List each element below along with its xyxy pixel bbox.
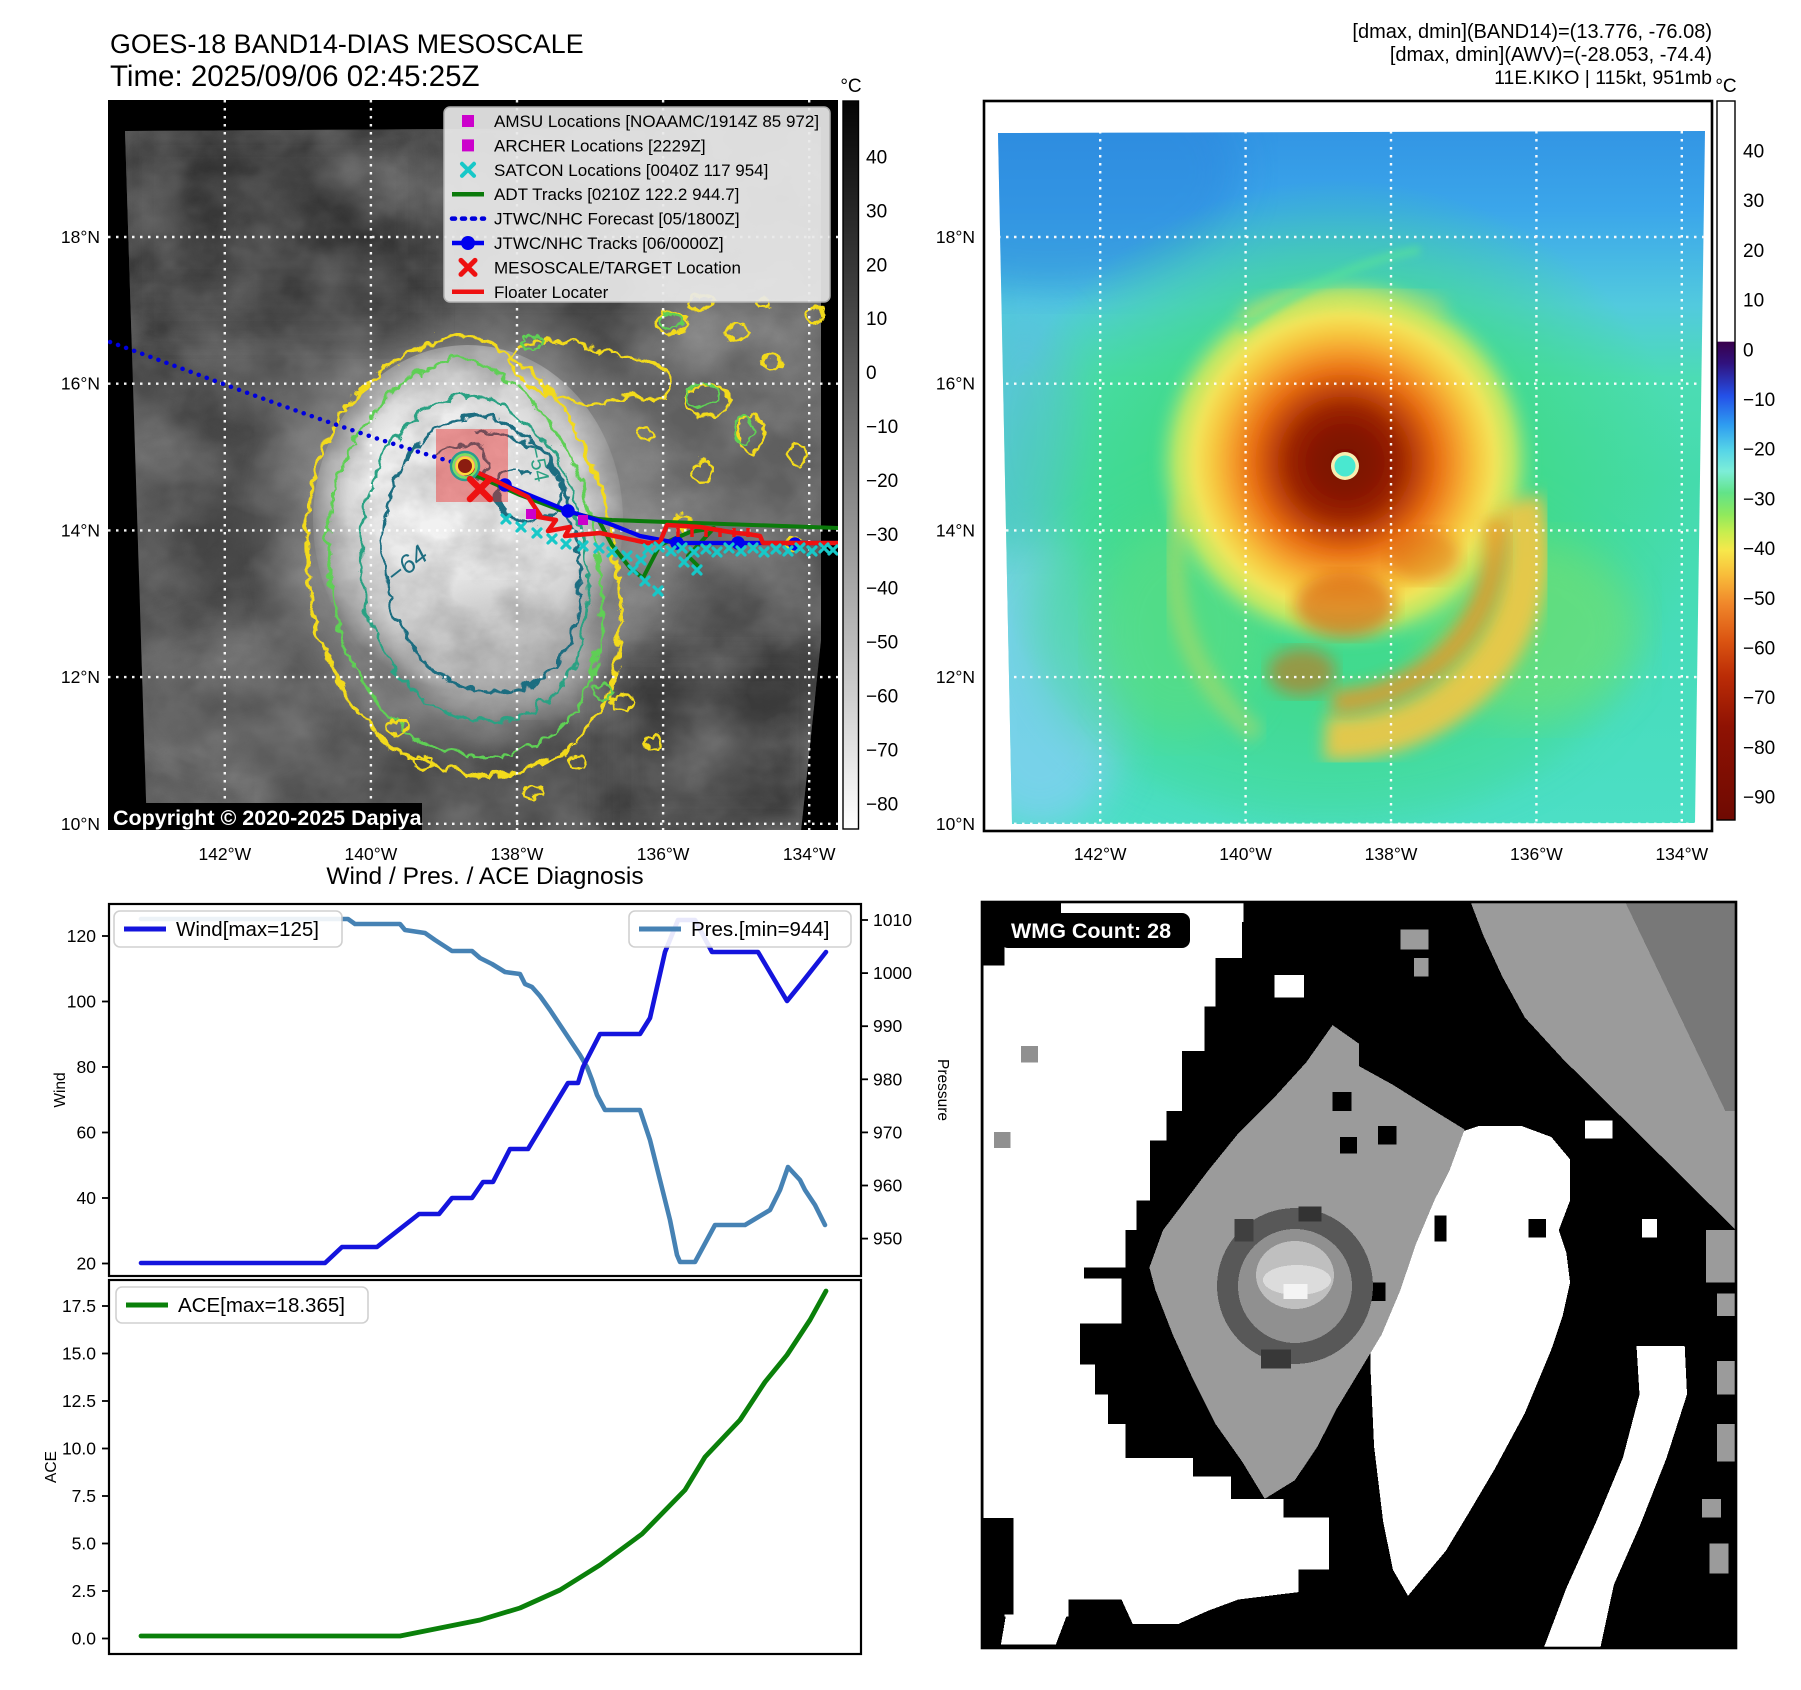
svg-text:11E.KIKO | 115kt, 951mb: 11E.KIKO | 115kt, 951mb: [1494, 67, 1712, 89]
svg-text:−20: −20: [866, 471, 898, 492]
svg-text:5.0: 5.0: [72, 1534, 97, 1554]
svg-text:−80: −80: [866, 794, 898, 815]
svg-text:120: 120: [67, 926, 96, 946]
svg-text:JTWC/NHC Tracks [06/0000Z]: JTWC/NHC Tracks [06/0000Z]: [494, 234, 724, 253]
svg-text:−40: −40: [866, 579, 898, 600]
svg-text:1000: 1000: [873, 963, 912, 983]
svg-text:20: 20: [1743, 241, 1764, 262]
svg-text:18°N: 18°N: [61, 227, 100, 247]
svg-text:2.5: 2.5: [72, 1581, 96, 1601]
svg-text:°C: °C: [1715, 76, 1736, 97]
svg-text:ACE: ACE: [43, 1451, 60, 1483]
svg-text:20: 20: [866, 255, 887, 276]
svg-text:10: 10: [866, 309, 887, 330]
svg-text:14°N: 14°N: [936, 520, 975, 540]
svg-text:10: 10: [1743, 291, 1764, 312]
svg-text:134°W: 134°W: [783, 844, 836, 864]
svg-text:20: 20: [77, 1254, 97, 1274]
svg-text:−10: −10: [866, 417, 898, 438]
svg-text:AMSU Locations [NOAAMC/1914Z 8: AMSU Locations [NOAAMC/1914Z 85 972]: [494, 112, 819, 131]
svg-text:−30: −30: [1743, 489, 1775, 510]
svg-text:970: 970: [873, 1122, 902, 1142]
svg-text:138°W: 138°W: [1365, 844, 1418, 864]
svg-text:7.5: 7.5: [72, 1486, 96, 1506]
svg-text:40: 40: [866, 148, 887, 169]
svg-text:Wind[max=125]: Wind[max=125]: [176, 918, 319, 941]
svg-text:138°W: 138°W: [491, 844, 544, 864]
svg-text:−80: −80: [1743, 738, 1775, 759]
svg-text:0: 0: [1743, 340, 1754, 361]
svg-text:10°N: 10°N: [936, 814, 975, 834]
svg-text:Pres.[min=944]: Pres.[min=944]: [691, 918, 829, 941]
svg-text:980: 980: [873, 1069, 902, 1089]
svg-text:−70: −70: [866, 740, 898, 761]
svg-text:140°W: 140°W: [1219, 844, 1272, 864]
svg-text:ARCHER Locations [2229Z]: ARCHER Locations [2229Z]: [494, 136, 706, 155]
svg-text:−50: −50: [1743, 589, 1775, 610]
svg-text:10°N: 10°N: [61, 814, 100, 834]
svg-text:0.0: 0.0: [72, 1629, 97, 1649]
svg-text:40: 40: [1743, 142, 1764, 163]
svg-text:140°W: 140°W: [345, 844, 398, 864]
svg-text:ACE[max=18.365]: ACE[max=18.365]: [178, 1294, 345, 1317]
svg-text:−20: −20: [1743, 440, 1775, 461]
svg-text:16°N: 16°N: [936, 374, 975, 394]
svg-text:18°N: 18°N: [936, 227, 975, 247]
svg-text:17.5: 17.5: [62, 1296, 96, 1316]
svg-text:16°N: 16°N: [61, 374, 100, 394]
svg-text:−70: −70: [1743, 688, 1775, 709]
svg-text:142°W: 142°W: [1074, 844, 1127, 864]
svg-text:142°W: 142°W: [198, 844, 251, 864]
svg-text:40: 40: [77, 1188, 97, 1208]
svg-text:100: 100: [67, 992, 96, 1012]
svg-text:Wind: Wind: [52, 1072, 69, 1107]
svg-text:JTWC/NHC Forecast [05/1800Z]: JTWC/NHC Forecast [05/1800Z]: [494, 210, 740, 229]
svg-text:12°N: 12°N: [61, 667, 100, 687]
svg-text:−40: −40: [1743, 539, 1775, 560]
svg-text:30: 30: [866, 201, 887, 222]
svg-text:60: 60: [77, 1123, 97, 1143]
svg-text:1010: 1010: [873, 910, 912, 930]
svg-text:15.0: 15.0: [62, 1344, 96, 1364]
svg-text:−60: −60: [1743, 639, 1775, 660]
svg-text:990: 990: [873, 1016, 902, 1036]
svg-text:950: 950: [873, 1229, 902, 1249]
svg-text:Floater Locater: Floater Locater: [494, 283, 609, 302]
svg-text:SATCON Locations [0040Z 117 95: SATCON Locations [0040Z 117 954]: [494, 161, 768, 180]
svg-text:Copyright © 2020-2025 Dapiya: Copyright © 2020-2025 Dapiya: [113, 806, 423, 830]
svg-text:80: 80: [77, 1057, 97, 1077]
svg-text:−50: −50: [866, 633, 898, 654]
svg-text:[dmax, dmin](BAND14)=(13.776,: [dmax, dmin](BAND14)=(13.776, -76.08): [1352, 21, 1712, 43]
svg-text:−90: −90: [1743, 788, 1775, 809]
svg-text:MESOSCALE/TARGET Location: MESOSCALE/TARGET Location: [494, 258, 741, 277]
svg-text:Wind / Pres. / ACE Diagnosis: Wind / Pres. / ACE Diagnosis: [326, 863, 643, 890]
svg-text:−10: −10: [1743, 390, 1775, 411]
svg-text:10.0: 10.0: [62, 1439, 96, 1459]
svg-text:WMG Count: 28: WMG Count: 28: [1011, 919, 1171, 943]
svg-text:136°W: 136°W: [637, 844, 690, 864]
svg-text:−30: −30: [866, 525, 898, 546]
svg-text:ADT Tracks [0210Z 122.2 944.7]: ADT Tracks [0210Z 122.2 944.7]: [494, 185, 739, 204]
svg-text:12.5: 12.5: [62, 1391, 96, 1411]
svg-text:136°W: 136°W: [1510, 844, 1563, 864]
svg-text:134°W: 134°W: [1655, 844, 1708, 864]
svg-text:0: 0: [866, 363, 877, 384]
svg-text:14°N: 14°N: [61, 520, 100, 540]
svg-text:30: 30: [1743, 191, 1764, 212]
svg-text:Pressure: Pressure: [934, 1059, 951, 1121]
svg-text:°C: °C: [840, 76, 861, 97]
svg-text:[dmax, dmin](AWV)=(-28.053, -7: [dmax, dmin](AWV)=(-28.053, -74.4): [1390, 44, 1712, 66]
svg-text:Time: 2025/09/06 02:45:25Z: Time: 2025/09/06 02:45:25Z: [110, 60, 480, 93]
svg-text:960: 960: [873, 1176, 902, 1196]
svg-text:12°N: 12°N: [936, 667, 975, 687]
svg-text:−60: −60: [866, 687, 898, 708]
svg-text:GOES-18 BAND14-DIAS MESOSCALE: GOES-18 BAND14-DIAS MESOSCALE: [110, 29, 584, 59]
